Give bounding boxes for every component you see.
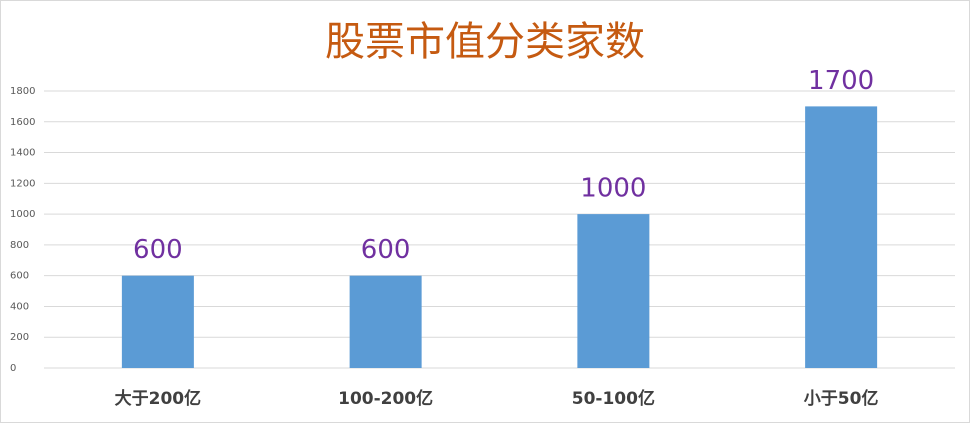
y-tick-label: 600	[10, 271, 29, 282]
bar	[349, 275, 422, 368]
x-tick-label: 小于50亿	[804, 388, 879, 409]
x-tick-label: 大于200亿	[115, 388, 202, 409]
y-tick-label: 400	[10, 301, 29, 312]
data-label: 600	[361, 235, 411, 265]
y-tick-label: 1400	[10, 148, 35, 159]
y-tick-label: 1000	[10, 209, 35, 220]
data-label: 1700	[808, 66, 874, 96]
y-tick-label: 1800	[10, 86, 35, 97]
x-tick-label: 50-100亿	[572, 388, 655, 409]
y-tick-label: 0	[10, 363, 16, 374]
chart-title: 股票市值分类家数	[325, 19, 645, 65]
bar	[805, 106, 878, 368]
y-tick-label: 200	[10, 332, 29, 343]
data-label: 600	[133, 235, 183, 265]
y-tick-label: 800	[10, 240, 29, 251]
x-tick-label: 100-200亿	[338, 388, 433, 409]
y-tick-label: 1600	[10, 117, 35, 128]
y-tick-label: 1200	[10, 178, 35, 189]
data-label: 1000	[580, 174, 646, 204]
bar	[121, 275, 194, 368]
bar	[577, 214, 650, 368]
